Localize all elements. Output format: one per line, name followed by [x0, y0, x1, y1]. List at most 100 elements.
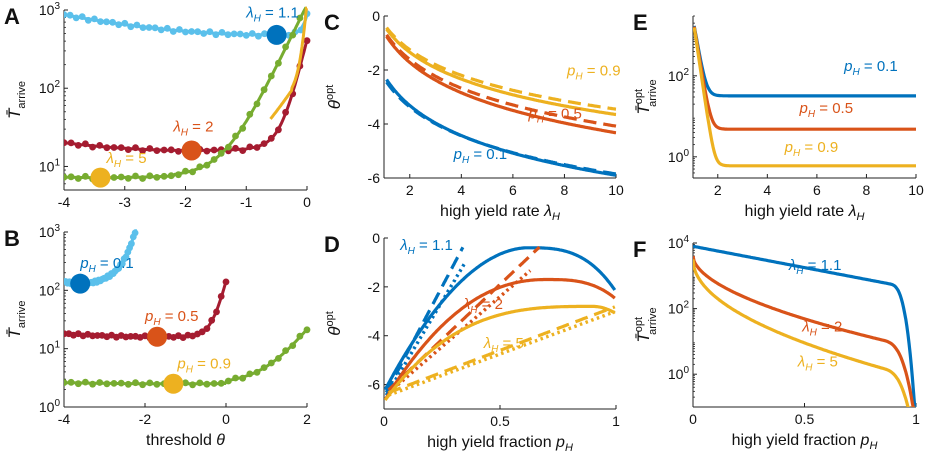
- data-point: [124, 380, 132, 388]
- x-tick-label: -1: [240, 194, 253, 210]
- data-point: [232, 132, 239, 140]
- series-label: λH = 1.1: [399, 237, 453, 257]
- data-point: [189, 381, 197, 389]
- series-line: [388, 310, 616, 397]
- data-point: [210, 380, 218, 387]
- series-line: [385, 81, 617, 176]
- data-point: [124, 146, 132, 154]
- data-point: [64, 173, 68, 181]
- plot-area: [64, 6, 311, 188]
- data-point: [282, 108, 289, 116]
- data-point: [84, 16, 92, 24]
- data-point: [253, 368, 261, 376]
- x-tick-label: 0: [689, 411, 697, 427]
- series-line: [693, 25, 916, 98]
- series-line: [693, 259, 916, 407]
- data-point: [225, 143, 232, 151]
- series-label: pH = 0.9: [176, 355, 231, 375]
- data-point: [182, 28, 189, 36]
- data-point: [246, 143, 254, 151]
- minimum-marker: [266, 24, 287, 45]
- data-point: [127, 333, 135, 340]
- data-point: [146, 145, 154, 152]
- x-tick-label: -4: [58, 194, 71, 210]
- series-line: [387, 269, 532, 395]
- x-tick-label: -4: [58, 411, 71, 427]
- series-line: [384, 277, 616, 401]
- data-point: [146, 172, 154, 180]
- x-tick-label: 10: [908, 182, 924, 198]
- series-label: λH = 1.1: [788, 257, 842, 277]
- data-point: [289, 31, 297, 39]
- series-line: [384, 246, 617, 391]
- data-point: [253, 100, 261, 108]
- data-point: [261, 30, 268, 38]
- x-axis-label: high yield fraction pH: [427, 434, 573, 451]
- data-point: [74, 175, 82, 182]
- data-point: [248, 30, 256, 37]
- plot-area: [385, 26, 617, 177]
- data-point: [163, 24, 171, 32]
- data-point: [139, 381, 147, 389]
- data-point: [218, 29, 226, 36]
- x-tick-label: -2: [139, 411, 152, 427]
- data-point: [232, 374, 239, 382]
- x-tick-label: 4: [457, 182, 465, 198]
- data-point: [82, 140, 89, 148]
- data-point: [246, 110, 254, 118]
- y-tick-label: 0: [372, 8, 380, 24]
- y-axis-label: θopt: [324, 85, 344, 110]
- x-tick-label: 0: [380, 413, 388, 429]
- x-tick-label: 4: [763, 182, 771, 198]
- data-point: [153, 174, 161, 181]
- data-point: [267, 134, 275, 142]
- data-point: [175, 148, 182, 155]
- series-line: [384, 246, 465, 394]
- series-label: λH = 2: [172, 118, 213, 138]
- data-point: [239, 147, 247, 155]
- data-point: [97, 18, 104, 25]
- data-point: [303, 326, 311, 334]
- x-axis-label: high yield rate λH: [440, 203, 560, 223]
- series-line: [269, 6, 308, 120]
- data-point: [74, 142, 82, 149]
- panel-label: B: [4, 226, 20, 251]
- data-point: [230, 30, 238, 38]
- series-line: [384, 261, 467, 397]
- data-point: [64, 139, 68, 147]
- data-point: [103, 380, 111, 388]
- x-tick-label: 6: [509, 182, 517, 198]
- data-point: [127, 23, 135, 31]
- x-tick-label: 2: [303, 411, 311, 427]
- data-point: [74, 380, 82, 388]
- x-tick-label: 1: [612, 413, 620, 429]
- data-point: [78, 13, 86, 20]
- data-point: [196, 163, 204, 171]
- data-point: [132, 144, 139, 152]
- data-point: [151, 24, 159, 32]
- series-label: pH = 0.5: [799, 100, 854, 120]
- data-point: [175, 171, 182, 179]
- minimum-marker: [147, 326, 168, 347]
- series-line: [388, 305, 616, 395]
- data-point: [275, 355, 282, 362]
- data-point: [217, 293, 225, 300]
- data-point: [210, 156, 218, 163]
- y-tick-label: 102: [668, 300, 690, 317]
- series-label: pH = 0.1: [843, 58, 898, 78]
- minimum-marker: [90, 167, 111, 188]
- data-point: [139, 24, 147, 31]
- data-point: [210, 146, 218, 154]
- data-point: [267, 359, 275, 367]
- data-point: [255, 32, 262, 40]
- data-point: [67, 139, 75, 147]
- data-point: [267, 72, 275, 80]
- series-label: pH = 0.9: [566, 62, 621, 82]
- data-point: [196, 379, 204, 387]
- data-point: [110, 380, 118, 387]
- data-point: [213, 308, 220, 316]
- data-point: [303, 37, 311, 45]
